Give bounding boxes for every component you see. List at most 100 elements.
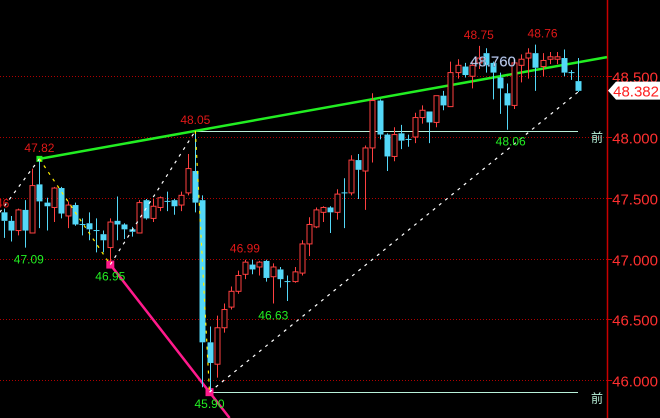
candle-body <box>143 200 150 219</box>
price-annotation: 48.760 <box>470 54 516 71</box>
reference-line-label: 前 <box>591 130 603 145</box>
candle-body <box>561 58 568 73</box>
candle <box>129 226 136 237</box>
candle <box>292 267 299 283</box>
candle-body <box>440 95 447 106</box>
candle <box>299 240 306 276</box>
candle-body <box>277 269 284 280</box>
candle <box>249 259 256 275</box>
price-annotation: 47.82 <box>24 141 54 155</box>
candle <box>547 51 554 65</box>
candle-body <box>391 134 398 157</box>
candle-body <box>384 134 391 157</box>
candle <box>320 206 327 223</box>
candle <box>22 200 29 248</box>
candle <box>497 72 504 114</box>
candle <box>518 54 525 83</box>
candle-body <box>455 64 462 74</box>
candle <box>575 58 582 93</box>
candle-body <box>72 205 79 225</box>
zigzag-segment <box>109 130 196 265</box>
candle <box>405 134 412 147</box>
candle <box>377 99 384 140</box>
candle-body <box>540 59 547 68</box>
candle <box>44 197 51 231</box>
candle-body <box>51 187 58 208</box>
candle <box>277 267 284 288</box>
candle-body <box>320 206 327 213</box>
candle <box>207 326 214 393</box>
candle <box>540 53 547 77</box>
candle <box>51 186 58 223</box>
candle <box>136 200 143 234</box>
candle-body <box>121 224 128 230</box>
candle-body <box>575 81 582 91</box>
price-annotation: 48.05 <box>180 113 210 127</box>
candle <box>221 303 228 333</box>
last-price-label: 48.382 <box>613 84 659 101</box>
candle-body <box>504 93 511 106</box>
candle-body <box>107 221 114 249</box>
candle-body <box>313 209 320 228</box>
candle-body <box>476 57 483 64</box>
candle-body <box>228 290 235 308</box>
candle-body <box>419 109 426 119</box>
candle <box>412 112 419 144</box>
candle <box>143 198 150 220</box>
candle <box>398 124 405 150</box>
candle <box>369 93 376 163</box>
candle <box>348 155 355 196</box>
candle <box>256 260 263 276</box>
candle <box>419 105 426 124</box>
candle <box>36 158 43 229</box>
candle <box>192 130 199 213</box>
candle <box>440 90 447 111</box>
candle <box>313 207 320 229</box>
y-tick-label: 47.000 <box>612 253 658 270</box>
last-price-tag <box>608 81 660 100</box>
candle-body <box>178 194 185 206</box>
candle-body <box>334 193 341 213</box>
candle-body <box>511 62 518 106</box>
zigzag-segment <box>0 158 40 213</box>
candle-body <box>547 56 554 60</box>
candle-body <box>348 159 355 194</box>
y-tick-label: 48.000 <box>612 131 658 148</box>
candle-body <box>447 72 454 108</box>
candle <box>561 49 568 77</box>
candle-body <box>36 184 43 202</box>
candle <box>568 70 575 80</box>
candle-body <box>15 209 22 232</box>
candle <box>490 61 497 100</box>
candle <box>72 202 79 226</box>
candle <box>270 263 277 304</box>
candle-body <box>29 185 36 234</box>
candle <box>114 196 121 241</box>
candle <box>447 61 454 108</box>
candle-body <box>469 64 476 77</box>
candle-body <box>490 62 497 73</box>
candle-body <box>157 197 164 208</box>
candle <box>235 270 242 294</box>
candle-body <box>185 168 192 194</box>
candle-body <box>426 111 433 123</box>
zigzag-segment <box>194 130 211 393</box>
candle <box>483 48 490 73</box>
candle-body <box>327 207 334 213</box>
candle <box>93 218 100 253</box>
candle <box>164 191 171 212</box>
candle-body <box>292 271 299 283</box>
candle-body <box>369 100 376 149</box>
candle <box>121 223 128 240</box>
candle-body <box>483 53 490 66</box>
candle-body <box>171 200 178 207</box>
candle-body <box>554 56 561 60</box>
candle <box>199 195 206 388</box>
candle-body <box>532 53 539 68</box>
candle-body <box>86 223 93 230</box>
y-tick-label: 46.500 <box>612 313 658 330</box>
candle <box>554 51 561 65</box>
candle <box>8 215 15 242</box>
